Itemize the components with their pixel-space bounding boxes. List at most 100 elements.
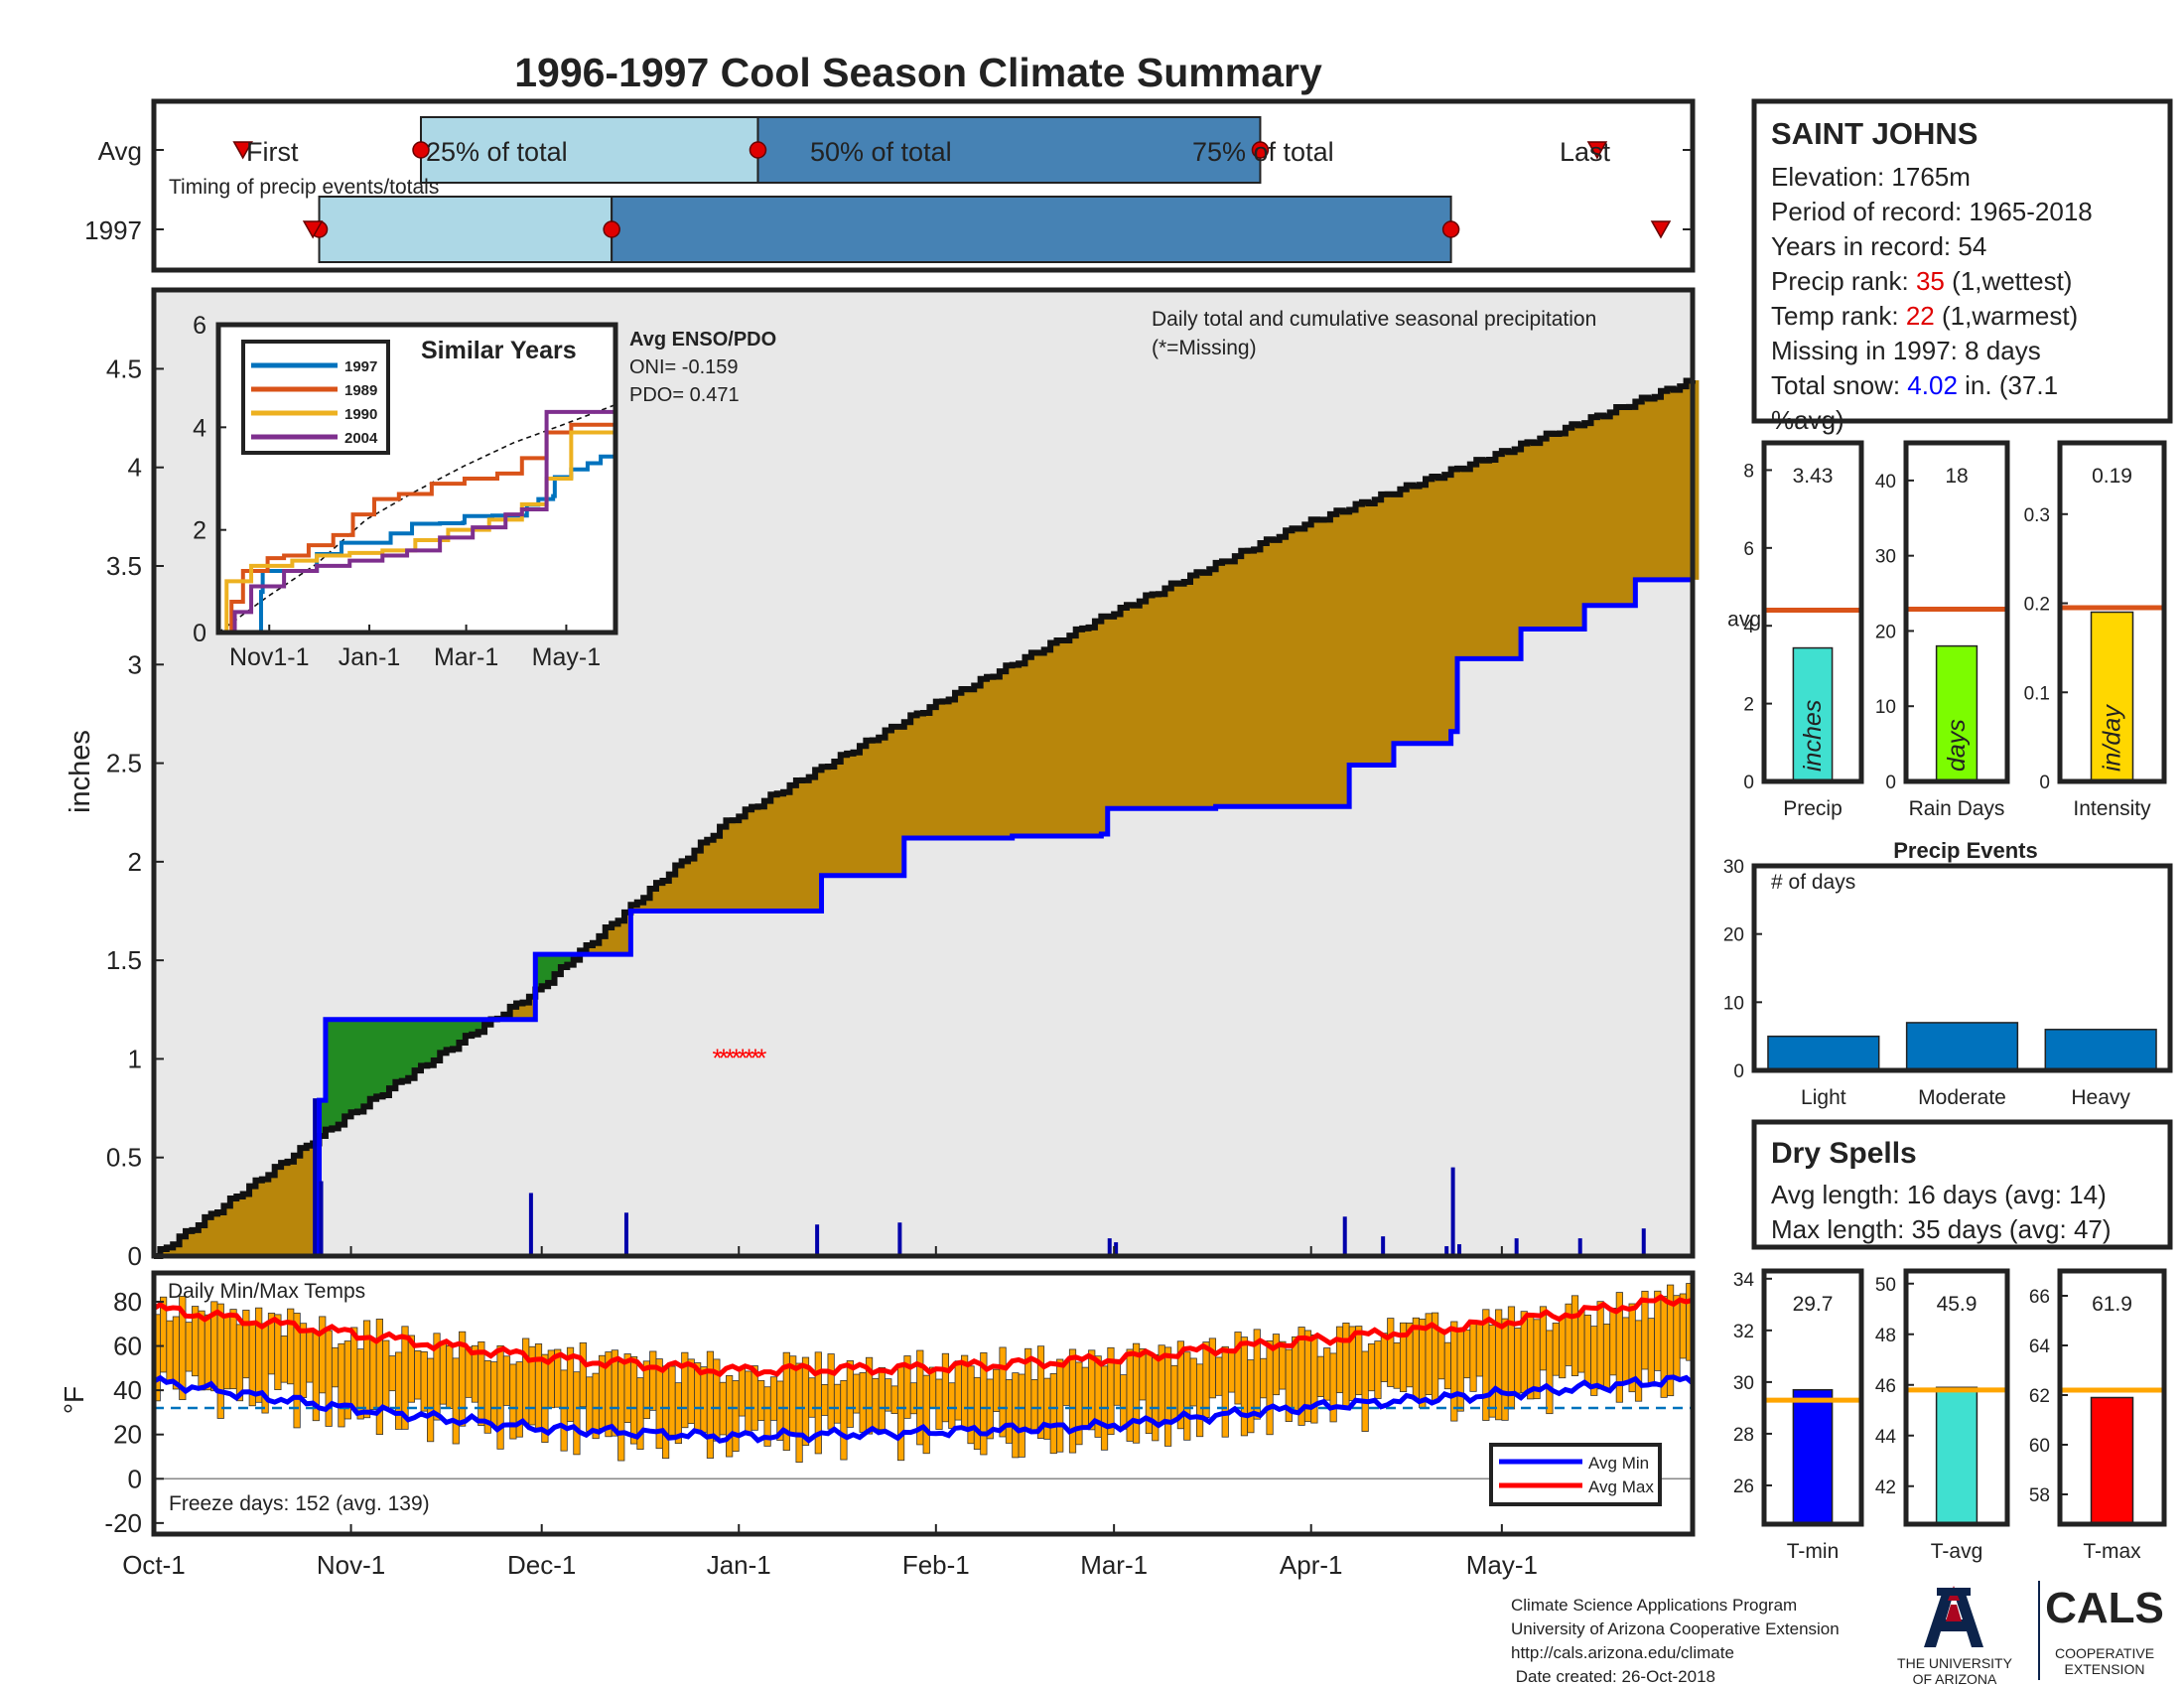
deficit-area bbox=[160, 379, 1700, 1256]
temp-summary-2-ytick-label: 60 bbox=[2029, 1436, 2050, 1457]
station-info-box bbox=[1751, 98, 2173, 424]
events-category-label: Moderate bbox=[1918, 1086, 2006, 1109]
precip-ylabel: inches bbox=[65, 730, 96, 813]
daily-temp-bar bbox=[896, 1366, 905, 1462]
similar-xtick-label: Jan-1 bbox=[339, 643, 401, 671]
precip-summary-1-ytick-label: 10 bbox=[1875, 697, 1896, 718]
station-missing: Missing in 1997: 8 days bbox=[1771, 336, 2041, 365]
precip-summary-0-ytick-label: 2 bbox=[1743, 695, 1754, 716]
daily-temp-bar bbox=[1514, 1328, 1522, 1394]
daily-temp-bar bbox=[1387, 1318, 1395, 1387]
timing-panel bbox=[151, 98, 1696, 273]
y1997-early-bar bbox=[318, 196, 614, 263]
date-xtick-label: Dec-1 bbox=[507, 1550, 576, 1580]
daily-temp-bar bbox=[560, 1369, 568, 1452]
similar-legend-label: 1990 bbox=[344, 406, 377, 423]
ua-line-1: THE UNIVERSITY bbox=[1897, 1655, 2013, 1671]
daily-temp-bar bbox=[1412, 1317, 1420, 1400]
precip-plot-frame bbox=[151, 287, 1696, 1259]
daily-temp-bar bbox=[1634, 1320, 1643, 1402]
similar-frame bbox=[215, 322, 618, 635]
station-temp-rank: Temp rank: 22 (1,warmest) bbox=[1771, 301, 2078, 331]
daily-temp-bar bbox=[1228, 1350, 1236, 1393]
precip-summary-1-unit-label: days bbox=[1943, 719, 1971, 772]
daily-temp-bar bbox=[1367, 1342, 1376, 1392]
daily-temp-bar bbox=[1196, 1363, 1204, 1438]
events-category-label: Light bbox=[1801, 1086, 1846, 1109]
events-ytick-label: 30 bbox=[1723, 857, 1744, 878]
daily-temp-bar bbox=[808, 1377, 816, 1418]
precip-summary-2-bar bbox=[2090, 611, 2134, 782]
daily-temp-bar bbox=[700, 1366, 708, 1433]
daily-temp-bar bbox=[941, 1352, 950, 1423]
daily-temp-bar bbox=[452, 1357, 460, 1445]
daily-precip-bar bbox=[1107, 1238, 1112, 1256]
daily-temp-bar bbox=[1183, 1351, 1191, 1441]
precip-ytick-label: 1 bbox=[128, 1044, 142, 1073]
footer-line-4: Date created: 26-Oct-2018 bbox=[1511, 1667, 1715, 1686]
daily-temp-bar bbox=[732, 1380, 740, 1453]
precip-ytick-label: 3.5 bbox=[106, 551, 142, 581]
timing-first-last-marker bbox=[1586, 141, 1608, 160]
daily-temp-bar bbox=[166, 1320, 174, 1383]
daily-precip-bar bbox=[623, 1212, 628, 1256]
daily-temp-bar bbox=[414, 1350, 422, 1400]
daily-temp-bar bbox=[1335, 1326, 1344, 1394]
missing-day-marker: * bbox=[732, 1043, 742, 1072]
timing-percentile-marker bbox=[749, 141, 767, 159]
daily-temp-bar bbox=[325, 1330, 333, 1427]
precip-summary-0-ytick-label: 0 bbox=[1743, 773, 1754, 793]
precip-summary-1-category-label: Rain Days bbox=[1909, 797, 2005, 820]
avg-min-line bbox=[152, 1374, 1695, 1444]
similar-years-title: Similar Years bbox=[421, 337, 577, 364]
similar-ytick-label: 4 bbox=[193, 414, 206, 442]
precip-summary-2-category-label: Intensity bbox=[2073, 797, 2151, 820]
daily-temp-bar bbox=[502, 1355, 511, 1406]
figure-title: 1996-1997 Cool Season Climate Summary bbox=[514, 50, 1322, 95]
precip-summary-2-ytick-label: 0 bbox=[2039, 773, 2050, 793]
precip-summary-1-frame bbox=[1903, 440, 2010, 784]
timing-first-last-marker bbox=[302, 220, 324, 239]
daily-temp-bar bbox=[1323, 1347, 1331, 1401]
dry-spells-avg: Avg length: 16 days (avg: 14) bbox=[1771, 1180, 2107, 1209]
station-snow: Total snow: 4.02 in. (37.1 bbox=[1771, 370, 2058, 400]
daily-precip-bar bbox=[815, 1224, 820, 1256]
daily-temp-bar bbox=[738, 1368, 747, 1417]
daily-temp-bar bbox=[242, 1310, 250, 1379]
station-precip-rank: Precip rank: 35 (1,wettest) bbox=[1771, 266, 2072, 296]
daily-temp-bar bbox=[496, 1344, 504, 1450]
daily-temp-bar bbox=[198, 1310, 205, 1391]
dry-spells-title: Dry Spells bbox=[1771, 1137, 1917, 1170]
daily-temp-bar bbox=[1647, 1318, 1655, 1384]
temp-ytick-label: 20 bbox=[113, 1420, 142, 1450]
similar-xtick-label: May-1 bbox=[532, 643, 601, 671]
dry-spells-max: Max length: 35 days (avg: 47) bbox=[1771, 1214, 2112, 1244]
temp-summary-2-ytick-label: 62 bbox=[2029, 1386, 2050, 1407]
daily-temp-bar bbox=[185, 1322, 193, 1372]
temp-summary-2-ytick-label: 64 bbox=[2029, 1336, 2051, 1357]
temp-summary-0-bar bbox=[1792, 1388, 1834, 1525]
temp-ytick-label: 0 bbox=[128, 1464, 142, 1493]
station-name: SAINT JOHNS bbox=[1771, 116, 1978, 151]
daily-precip-bar bbox=[1457, 1244, 1462, 1256]
daily-temp-bar bbox=[573, 1371, 581, 1456]
daily-temp-bar bbox=[394, 1351, 403, 1430]
daily-temp-bar bbox=[216, 1303, 224, 1419]
daily-temp-bar bbox=[172, 1316, 181, 1390]
daily-temp-bar bbox=[1012, 1372, 1020, 1459]
precip-summary-1-ytick-label: 40 bbox=[1875, 472, 1896, 492]
missing-note: (*=Missing) bbox=[1152, 337, 1257, 359]
num-days-label: # of days bbox=[1771, 871, 1855, 894]
timing-label-first: First bbox=[246, 137, 299, 167]
precip-events-title: Precip Events bbox=[1893, 838, 2038, 863]
timing-percentile-marker bbox=[412, 141, 430, 159]
temp-summary-1-ytick-label: 42 bbox=[1875, 1477, 1896, 1498]
timing-label-75: 75% of total bbox=[1192, 137, 1334, 167]
daily-temp-bar bbox=[661, 1365, 670, 1460]
daily-temp-bar bbox=[299, 1323, 308, 1398]
similar-legend-label: 1989 bbox=[344, 382, 377, 399]
temps-title: Daily Min/Max Temps bbox=[168, 1280, 365, 1303]
daily-temp-bar bbox=[1596, 1301, 1604, 1390]
daily-temp-bar bbox=[420, 1351, 428, 1412]
daily-temp-bar bbox=[1068, 1348, 1077, 1454]
